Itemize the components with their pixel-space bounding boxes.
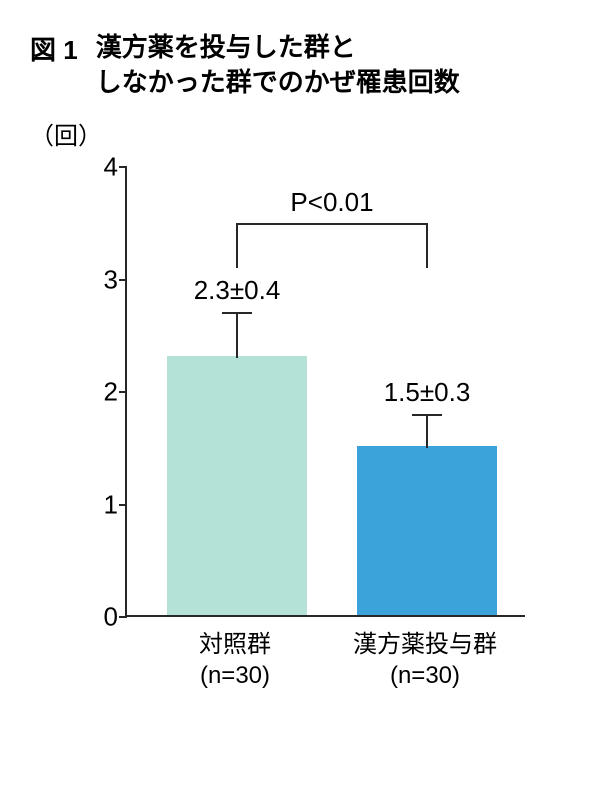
x-category-name: 漢方薬投与群 bbox=[353, 629, 497, 660]
significance-bracket bbox=[236, 223, 428, 225]
significance-label: P<0.01 bbox=[290, 187, 373, 218]
error-bar-cap bbox=[412, 414, 442, 416]
y-tick-mark bbox=[119, 504, 127, 506]
bar-value-label: 1.5±0.3 bbox=[384, 377, 471, 408]
bar bbox=[357, 446, 497, 615]
y-axis-unit: （回） bbox=[30, 116, 584, 151]
y-tick-label: 2 bbox=[88, 377, 118, 408]
y-tick-mark bbox=[119, 391, 127, 393]
bar-value-label: 2.3±0.4 bbox=[194, 275, 281, 306]
significance-bracket-drop bbox=[426, 223, 428, 268]
y-tick-label: 0 bbox=[88, 602, 118, 633]
bar bbox=[167, 356, 307, 615]
y-tick-mark bbox=[119, 616, 127, 618]
significance-bracket-drop bbox=[236, 223, 238, 268]
error-bar-cap bbox=[222, 312, 252, 314]
error-bar bbox=[236, 313, 238, 358]
y-tick-mark bbox=[119, 279, 127, 281]
figure-label: 図 1 bbox=[30, 30, 78, 67]
y-tick-label: 4 bbox=[88, 152, 118, 183]
x-axis-labels: 対照群(n=30)漢方薬投与群(n=30) bbox=[125, 629, 525, 709]
x-category-label: 漢方薬投与群(n=30) bbox=[353, 629, 497, 691]
figure-title-block: 図 1 漢方薬を投与した群と しなかった群でのかぜ罹患回数 bbox=[30, 30, 584, 100]
x-category-label: 対照群(n=30) bbox=[199, 629, 271, 691]
x-category-name: 対照群 bbox=[199, 629, 271, 660]
y-tick-mark bbox=[119, 166, 127, 168]
figure-title-line2: しなかった群でのかぜ罹患回数 bbox=[96, 67, 460, 97]
figure-title: 漢方薬を投与した群と しなかった群でのかぜ罹患回数 bbox=[96, 30, 460, 100]
plot-area: 012342.3±0.41.5±0.3P<0.01 bbox=[125, 167, 525, 617]
x-category-n: (n=30) bbox=[353, 660, 497, 691]
chart-container: 012342.3±0.41.5±0.3P<0.01 対照群(n=30)漢方薬投与… bbox=[70, 157, 550, 677]
error-bar bbox=[426, 415, 428, 449]
y-tick-label: 3 bbox=[88, 264, 118, 295]
figure-title-line1: 漢方薬を投与した群と bbox=[96, 32, 356, 62]
x-category-n: (n=30) bbox=[199, 660, 271, 691]
y-tick-label: 1 bbox=[88, 489, 118, 520]
